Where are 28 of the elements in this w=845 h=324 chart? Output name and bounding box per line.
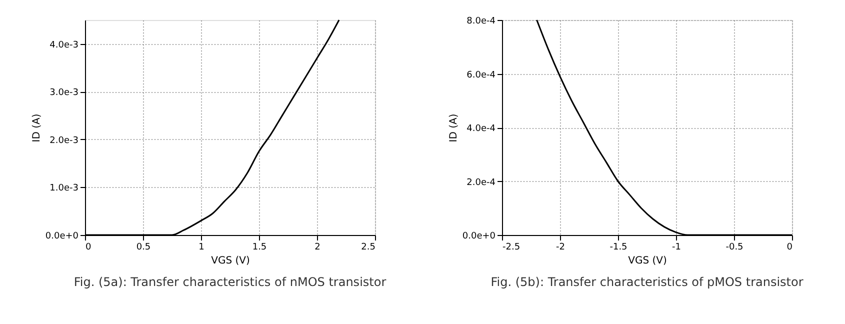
y-axis-title: ID (A) (31, 114, 42, 142)
x-tick-label: -1.5 (610, 242, 628, 252)
x-tick-label: -2 (556, 242, 565, 252)
text: Fig. (5a): Transfer characteristics of nMOS transistor (74, 275, 386, 289)
y-tick-label: 0.0e+0 (462, 232, 496, 242)
x-tick-label: 0.5 (136, 242, 151, 252)
y-tick-label: 1.0e-3 (50, 184, 78, 194)
x-tick-label: 2.5 (361, 242, 376, 252)
y-tick-label: 4.0e-4 (466, 124, 496, 134)
x-axis-title: VGS (V) (628, 256, 667, 266)
x-tick-label: 2 (314, 242, 320, 252)
x-tick-label: -0.5 (726, 242, 744, 252)
y-tick-label: 8.0e-4 (466, 16, 496, 26)
y-axis-title: ID (A) (448, 114, 460, 142)
y-tick-label: 6.0e-4 (466, 70, 496, 80)
text: Fig. (5b): Transfer characteristics of pMOS transistor (490, 275, 804, 289)
y-tick-label: 4.0e-3 (50, 40, 78, 50)
x-tick-label: 0 (786, 242, 793, 252)
x-axis-title: VGS (V) (211, 256, 250, 266)
y-tick-label: 2.0e-3 (50, 136, 78, 146)
x-tick-label: -2.5 (502, 242, 520, 252)
x-tick-label: -1 (672, 242, 681, 252)
y-tick-label: 3.0e-3 (50, 88, 78, 98)
y-tick-label: 0.0e+0 (45, 232, 79, 242)
x-tick-label: 1 (198, 242, 204, 252)
x-tick-label: 1.5 (252, 242, 267, 252)
y-tick-label: 2.0e-4 (466, 178, 496, 188)
x-tick-label: 0 (86, 242, 92, 252)
